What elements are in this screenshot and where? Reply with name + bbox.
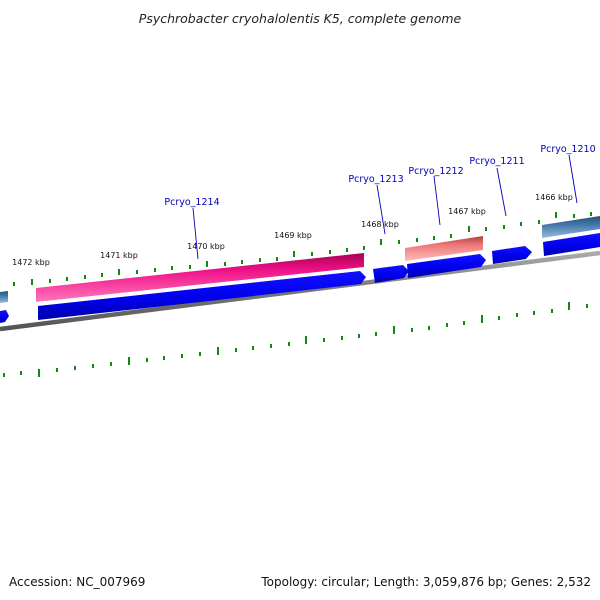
gene-label-pcryo-1212[interactable]: Pcryo_1212 [408,166,463,177]
accession-text: Accession: NC_007969 [9,575,145,589]
gene-feature-pcryo-1210[interactable] [542,216,600,238]
cds-pcryo-1210[interactable] [543,233,600,256]
tick-label: 1472 kbp [12,258,50,267]
tick-label: 1467 kbp [448,207,486,216]
inner-ruler [3,302,588,377]
gene-label-pcryo-1214[interactable]: Pcryo_1214 [164,197,219,208]
leader-line [192,207,199,260]
leader-line [496,167,507,217]
genome-summary-text: Topology: circular; Length: 3,059,876 bp… [260,575,591,589]
tick-label: 1466 kbp [535,193,573,202]
cds-pcryo-1213[interactable] [373,265,409,283]
gene-feature-pcryo-1212[interactable] [405,236,483,261]
tick-labels: 1472 kbp 1471 kbp 1470 kbp 1469 kbp 1468… [12,193,573,267]
feature-track-cds [0,233,600,323]
cds-arrow-left[interactable] [0,310,9,323]
leader-line [568,154,578,204]
gene-label-pcryo-1213[interactable]: Pcryo_1213 [348,174,403,185]
leader-line [433,175,441,226]
tick-label: 1471 kbp [100,251,138,260]
leader-line [376,184,386,235]
tick-label: 1470 kbp [187,242,225,251]
gene-labels: Pcryo_1214 Pcryo_1213 Pcryo_1212 Pcryo_1… [164,144,595,208]
map-title: Psychrobacter cryohalolentis K5, complet… [139,11,462,26]
label-leaders [192,154,578,260]
cds-pcryo-1214[interactable] [38,271,366,320]
tick-label: 1468 kbp [361,220,399,229]
cds-pcryo-1212[interactable] [407,254,486,278]
feature-track-outer [0,216,600,303]
gene-label-pcryo-1211[interactable]: Pcryo_1211 [469,156,524,167]
gene-label-pcryo-1210[interactable]: Pcryo_1210 [540,144,595,155]
outer-ruler [13,212,592,286]
gene-feature-steelblue-left[interactable] [0,291,8,303]
cds-pcryo-1211[interactable] [492,246,532,264]
gene-feature-pcryo-1214[interactable] [36,253,364,302]
tick-label: 1469 kbp [274,231,312,240]
